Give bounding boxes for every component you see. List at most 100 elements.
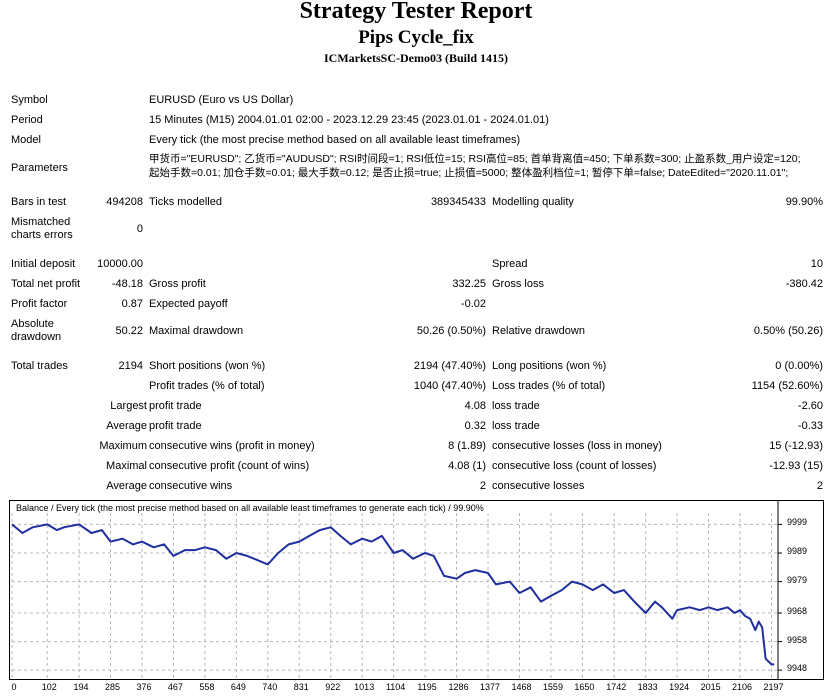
mismatch-label-2: charts errors [11,229,73,241]
x-tick-label: 1924 [669,682,690,692]
chart-title: Balance / Every tick (the most precise m… [16,503,484,513]
x-tick-label: 922 [325,682,341,692]
max-drawdown-label: Maximal drawdown [149,325,244,337]
long-positions-value: 0 (0.00%) [775,360,823,372]
spread-value: 10 [810,258,823,270]
avg-cons-wins-value: 2 [479,480,486,492]
average-label: Average [106,420,147,432]
profit-factor-value: 0.87 [121,298,143,310]
parameters-line-2: 起始手数=0.01; 加仓手数=0.01; 最大手数=0.12; 是否止损=tr… [149,167,789,179]
max-cons-wins-label: consecutive wins (profit in money) [149,440,315,452]
symbol-label: Symbol [11,94,48,106]
average-loss-value: -0.33 [797,420,823,432]
gross-profit-label: Gross profit [149,278,206,290]
net-profit-label: Total net profit [11,278,81,290]
quality-label: Modelling quality [492,196,574,208]
mismatch-label-1: Mismatched [11,216,71,228]
maximal-loss-label: consecutive loss (count of losses) [492,460,657,472]
x-tick-label: 2106 [732,682,753,692]
max-cons-wins-value: 8 (1.89) [448,440,486,452]
profit-factor-label: Profit factor [11,298,68,310]
profit-trades-label: Profit trades (% of total) [149,380,265,392]
period-label: Period [11,114,43,126]
max-drawdown-value: 50.26 (0.50%) [416,325,486,337]
x-tick-label: 1833 [637,682,658,692]
gross-profit-value: 332.25 [452,278,486,290]
profit-trades-value: 1040 (47.40%) [413,380,486,392]
mismatch-value: 0 [136,223,143,235]
y-tick-label: 9968 [787,606,808,616]
balance-chart-svg [11,501,782,679]
model-value: Every tick (the most precise method base… [149,134,521,146]
expert-name: Pips Cycle_fix [358,27,474,48]
rel-drawdown-label: Relative drawdown [492,325,585,337]
avg-cons-label: Average [106,480,147,492]
x-tick-label: 1195 [417,682,437,692]
expected-payoff-label: Expected payoff [149,298,228,310]
net-profit-value: -48.18 [111,278,143,290]
x-tick-label: 1742 [606,682,627,692]
abs-drawdown-label-2: drawdown [11,331,62,343]
x-tick-label: 1286 [448,682,469,692]
model-label: Model [11,134,41,146]
bars-label: Bars in test [11,196,67,208]
gross-loss-label: Gross loss [492,278,544,290]
spread-label: Spread [492,258,528,270]
ticks-label: Ticks modelled [149,196,222,208]
maximal-profit-label: consecutive profit (count of wins) [149,460,310,472]
y-tick-label: 9989 [787,546,808,556]
avg-cons-wins-label: consecutive wins [149,480,233,492]
y-tick-label: 9979 [787,574,808,585]
bars-value: 494208 [106,196,143,208]
total-trades-value: 2194 [118,360,143,372]
x-tick-label: 1013 [354,682,375,692]
x-tick-label: 0 [11,682,17,692]
x-tick-label: 1468 [511,682,532,692]
avg-cons-losses-value: 2 [816,480,823,492]
report-title: Strategy Tester Report [299,0,533,24]
period-value: 15 Minutes (M15) 2004.01.01 02:00 - 2023… [149,114,549,126]
x-tick-label: 831 [293,682,309,692]
x-tick-label: 2015 [700,682,721,692]
x-tick-label: 558 [199,682,215,692]
largest-label: Largest [110,400,147,412]
average-profit-label: profit trade [149,420,202,432]
x-tick-label: 285 [105,682,121,692]
y-tick-label: 9958 [787,634,808,645]
maximal-profit-value: 4.08 (1) [448,460,486,472]
server-build: ICMarketsSC-Demo03 (Build 1415) [324,51,508,65]
initial-deposit-label: Initial deposit [11,258,76,270]
x-tick-label: 102 [41,682,57,692]
y-tick-label: 9999 [787,517,808,528]
max-cons-losses-label: consecutive losses (loss in money) [492,440,662,452]
short-positions-label: Short positions (won %) [149,360,266,372]
x-tick-label: 194 [73,682,89,692]
x-tick-label: 467 [167,682,183,692]
largest-loss-label: loss trade [492,400,540,412]
initial-deposit-value: 10000.00 [97,258,143,270]
abs-drawdown-value: 50.22 [115,325,143,337]
balance-chart: Balance / Every tick (the most precise m… [9,500,824,680]
loss-trades-value: 1154 (52.60%) [751,380,823,392]
x-tick-label: 1104 [385,682,406,692]
x-tick-label: 740 [262,682,278,692]
expected-payoff-value: -0.02 [460,298,486,310]
loss-trades-label: Loss trades (% of total) [492,380,606,392]
max-cons-losses-value: 15 (-12.93) [769,440,823,452]
x-tick-label: 1650 [574,682,595,692]
largest-profit-value: 4.08 [464,400,486,412]
ticks-value: 389345433 [430,196,486,208]
maximum-label: Maximum [99,440,147,452]
x-tick-label: 1559 [542,682,563,692]
largest-loss-value: -2.60 [797,400,823,412]
abs-drawdown-label-1: Absolute [11,318,54,330]
x-tick-label: 1377 [480,682,501,692]
short-positions-value: 2194 (47.40%) [413,360,486,372]
avg-cons-losses-label: consecutive losses [492,480,585,492]
quality-value: 99.90% [785,196,823,208]
gross-loss-value: -380.42 [785,278,823,290]
balance-series-line [11,523,775,666]
parameters-line-1: 甲货币="EURUSD"; 乙货币="AUDUSD"; RSI时间段=1; RS… [149,153,801,165]
x-tick-label: 649 [230,682,246,692]
average-loss-label: loss trade [492,420,540,432]
